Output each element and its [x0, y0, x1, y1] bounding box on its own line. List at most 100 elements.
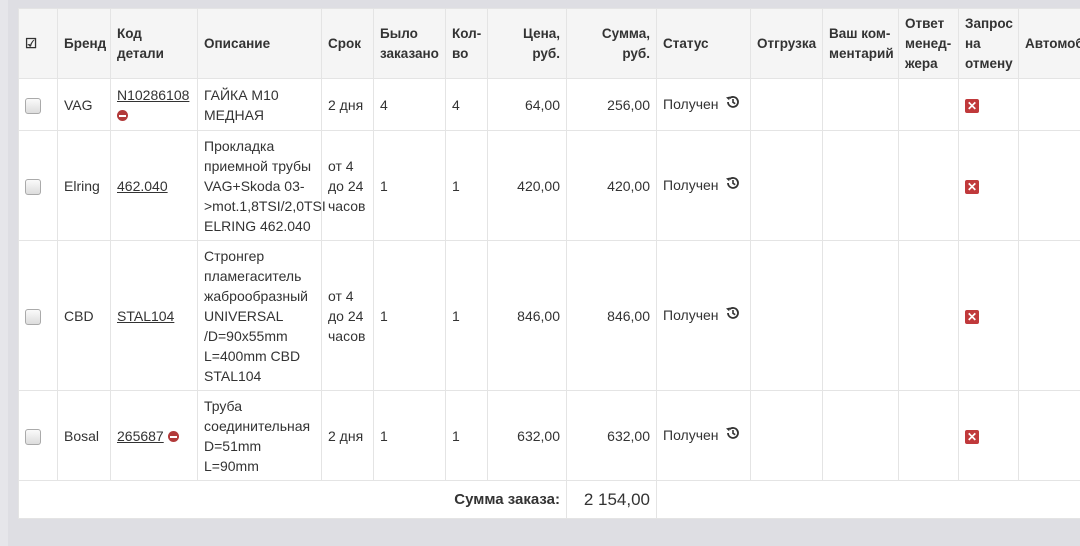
table-row: Elring 462.040 Прокладка приемной трубы …	[18, 130, 1080, 241]
table-row: VAG N10286108 ГАЙКА М10 МЕДНАЯ 2 дня 4 4…	[18, 78, 1080, 131]
code-cell: N10286108	[110, 78, 198, 131]
brand-cell: Elring	[57, 130, 111, 241]
brand-cell: Bosal	[57, 390, 111, 481]
answer-cell	[898, 130, 959, 241]
part-code-link[interactable]: 462.040	[117, 177, 168, 194]
footer-empty	[656, 480, 1080, 519]
qty-cell: 1	[445, 130, 488, 241]
status-text: Получен	[663, 176, 719, 193]
description-cell: ГАЙКА М10 МЕДНАЯ	[197, 78, 322, 131]
status-cell: Получен	[656, 130, 751, 241]
header-term: Срок	[321, 8, 374, 79]
car-cell	[1018, 390, 1080, 481]
qty-cell: 1	[445, 240, 488, 391]
answer-cell	[898, 240, 959, 391]
sum-cell: 256,00	[566, 78, 657, 131]
shipment-cell	[750, 78, 823, 131]
table-row: Bosal 265687 Труба соединительная D=51mm…	[18, 390, 1080, 481]
qty-cell: 4	[445, 78, 488, 131]
order-sum-value: 2 154,00	[566, 480, 657, 519]
part-code-link[interactable]: N10286108	[117, 86, 190, 103]
qty-cell: 1	[445, 390, 488, 481]
header-car: Автомобиль	[1018, 8, 1080, 79]
car-cell	[1018, 78, 1080, 131]
blocked-icon	[167, 431, 179, 443]
header-ordered: Было заказано	[373, 8, 446, 79]
part-code-link[interactable]: STAL104	[117, 307, 175, 324]
select-all-checkbox[interactable]: ☑	[18, 8, 58, 79]
row-checkbox[interactable]	[25, 308, 41, 325]
order-sum-label: Сумма заказа:	[18, 480, 567, 519]
ordered-cell: 1	[373, 390, 446, 481]
table-row: CBD STAL104 Стронгер пламегаситель жабро…	[18, 240, 1080, 391]
shipment-cell	[750, 130, 823, 241]
ordered-cell: 1	[373, 240, 446, 391]
order-table: ☑ Бренд Код детали Описание Срок Было за…	[18, 8, 1080, 519]
comment-cell	[822, 78, 899, 131]
ordered-cell: 1	[373, 130, 446, 241]
history-icon[interactable]	[725, 425, 741, 446]
status-cell: Получен	[656, 390, 751, 481]
cancel-cell: ✕	[958, 130, 1019, 241]
brand-cell: CBD	[57, 240, 111, 391]
price-cell: 420,00	[487, 130, 567, 241]
cancel-request-icon[interactable]: ✕	[965, 429, 979, 444]
history-icon[interactable]	[725, 305, 741, 326]
description-cell: Прокладка приемной трубы VAG+Skoda 03->m…	[197, 130, 326, 241]
header-qty: Кол-во	[445, 8, 488, 79]
row-checkbox[interactable]	[25, 178, 41, 195]
row-checkbox[interactable]	[25, 428, 41, 445]
sum-cell: 420,00	[566, 130, 657, 241]
row-select[interactable]	[18, 390, 58, 481]
left-strip	[0, 0, 8, 546]
part-code-link[interactable]: 265687	[117, 427, 164, 444]
cancel-cell: ✕	[958, 78, 1019, 131]
ordered-cell: 4	[373, 78, 446, 131]
header-cancel: Запрос на отмену	[958, 8, 1019, 79]
term-cell: 2 дня	[321, 78, 374, 131]
row-checkbox[interactable]	[25, 97, 41, 114]
price-cell: 64,00	[487, 78, 567, 131]
status-cell: Получен	[656, 240, 751, 391]
status-text: Получен	[663, 426, 719, 443]
sum-cell: 632,00	[566, 390, 657, 481]
history-icon[interactable]	[725, 94, 741, 115]
term-cell: от 4 до 24 часов	[321, 240, 374, 391]
row-select[interactable]	[18, 130, 58, 241]
header-shipment: Отгрузка	[750, 8, 823, 79]
cancel-cell: ✕	[958, 390, 1019, 481]
cancel-request-icon[interactable]: ✕	[965, 309, 979, 324]
header-comment: Ваш ком-ментарий	[822, 8, 899, 79]
comment-cell	[822, 240, 899, 391]
header-answer: Ответ менед-жера	[898, 8, 959, 79]
row-select[interactable]	[18, 78, 58, 131]
sum-cell: 846,00	[566, 240, 657, 391]
comment-cell	[822, 390, 899, 481]
cancel-cell: ✕	[958, 240, 1019, 391]
header-sum: Сумма, руб.	[566, 8, 657, 79]
code-cell: 265687	[110, 390, 198, 481]
term-cell: 2 дня	[321, 390, 374, 481]
answer-cell	[898, 390, 959, 481]
status-text: Получен	[663, 95, 719, 112]
header-status: Статус	[656, 8, 751, 79]
blocked-icon	[117, 110, 128, 122]
term-cell: от 4 до 24 часов	[321, 130, 374, 241]
code-cell: 462.040	[110, 130, 198, 241]
car-cell	[1018, 240, 1080, 391]
car-cell	[1018, 130, 1080, 241]
shipment-cell	[750, 390, 823, 481]
status-cell: Получен	[656, 78, 751, 131]
header-row: ☑ Бренд Код детали Описание Срок Было за…	[18, 8, 1080, 79]
status-text: Получен	[663, 306, 719, 323]
history-icon[interactable]	[725, 175, 741, 196]
description-cell: Труба соединительная D=51mm L=90mm	[197, 390, 322, 481]
brand-cell: VAG	[57, 78, 111, 131]
cancel-request-icon[interactable]: ✕	[965, 179, 979, 194]
row-select[interactable]	[18, 240, 58, 391]
cancel-request-icon[interactable]: ✕	[965, 98, 979, 113]
header-price: Цена, руб.	[487, 8, 567, 79]
header-description: Описание	[197, 8, 322, 79]
header-code: Код детали	[110, 8, 198, 79]
answer-cell	[898, 78, 959, 131]
